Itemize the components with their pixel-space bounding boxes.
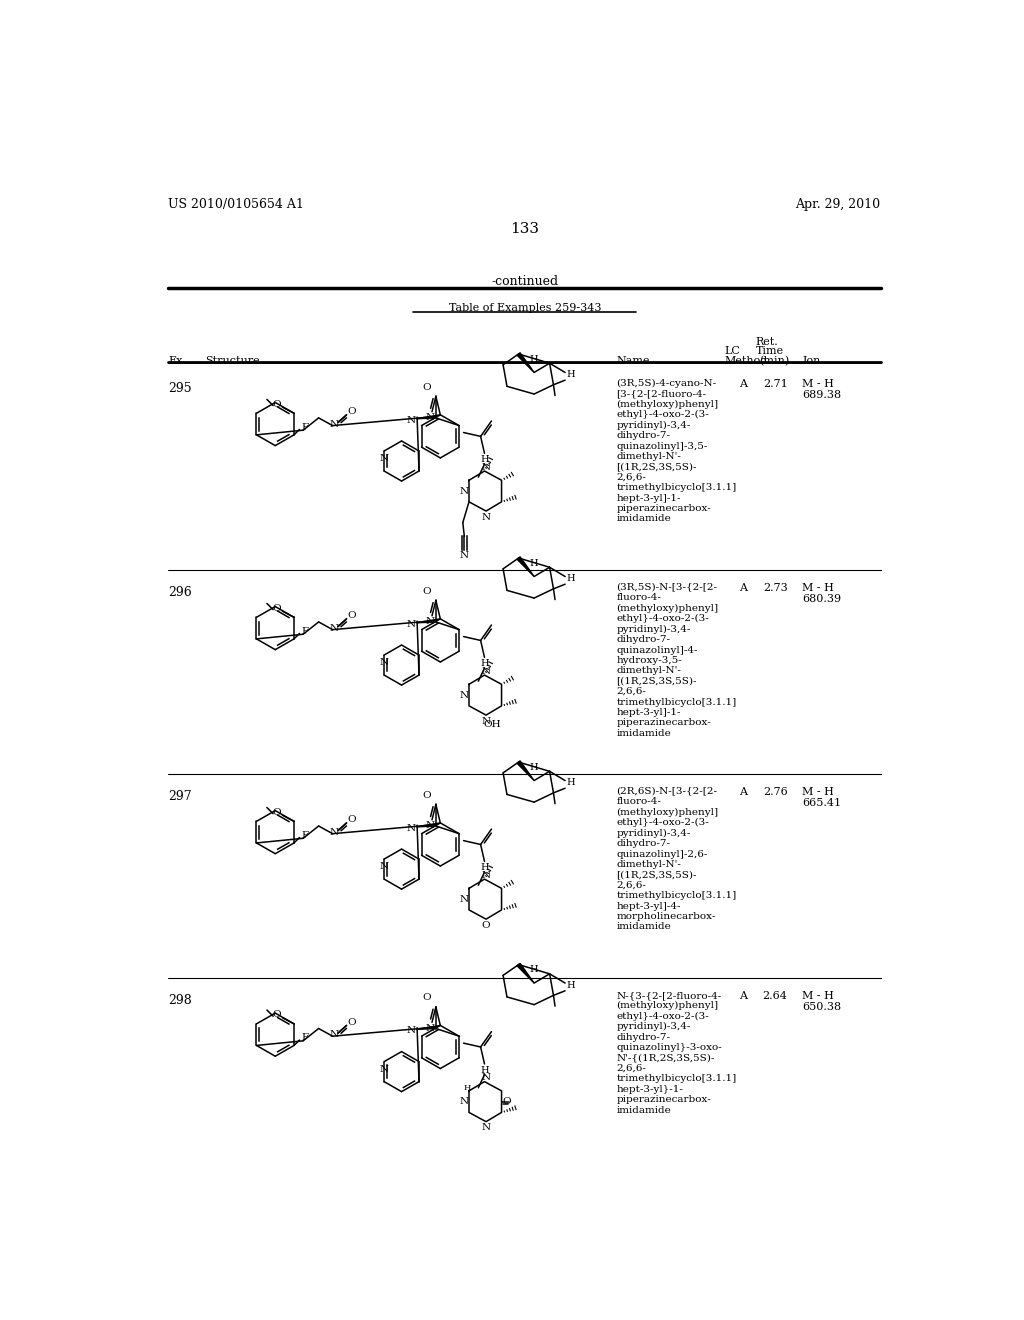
Text: 2.73: 2.73 — [763, 582, 787, 593]
Text: O: O — [272, 1010, 282, 1019]
Text: Name: Name — [616, 356, 650, 366]
Text: (min): (min) — [760, 356, 790, 367]
Text: O: O — [272, 603, 282, 612]
Text: N: N — [481, 463, 490, 471]
Text: H: H — [480, 455, 488, 463]
Text: N: N — [481, 512, 490, 521]
Text: Table of Examples 259-343: Table of Examples 259-343 — [449, 304, 601, 313]
Text: O: O — [347, 816, 355, 824]
Text: F: F — [301, 1034, 308, 1043]
Text: H: H — [566, 371, 574, 379]
Text: O: O — [422, 993, 431, 1002]
Text: O: O — [272, 808, 282, 817]
Text: A: A — [738, 787, 746, 797]
Polygon shape — [517, 964, 535, 983]
Text: N: N — [460, 487, 469, 495]
Text: Method: Method — [724, 356, 767, 366]
Text: N: N — [330, 1030, 339, 1039]
Text: H: H — [529, 763, 539, 772]
Text: OH: OH — [483, 719, 501, 729]
Text: Time: Time — [756, 346, 784, 356]
Text: N: N — [380, 659, 389, 667]
Text: H: H — [480, 1065, 488, 1074]
Text: 295: 295 — [168, 381, 191, 395]
Text: 298: 298 — [168, 994, 193, 1007]
Text: F: F — [301, 422, 308, 432]
Text: US 2010/0105654 A1: US 2010/0105654 A1 — [168, 198, 304, 211]
Text: M - H
665.41: M - H 665.41 — [802, 787, 842, 808]
Text: F: F — [301, 830, 308, 840]
Text: 2.76: 2.76 — [763, 787, 787, 797]
Text: N: N — [481, 667, 490, 676]
Text: N: N — [425, 1024, 434, 1034]
Text: N: N — [380, 454, 389, 463]
Text: A: A — [738, 379, 746, 388]
Text: 297: 297 — [168, 789, 191, 803]
Text: N: N — [425, 413, 434, 422]
Text: N: N — [481, 871, 490, 879]
Text: A: A — [738, 991, 746, 1001]
Text: O: O — [481, 921, 490, 929]
Text: N: N — [407, 416, 416, 425]
Text: H: H — [566, 574, 574, 583]
Polygon shape — [517, 557, 535, 577]
Text: N: N — [425, 618, 434, 627]
Text: N: N — [481, 1073, 490, 1082]
Text: H: H — [529, 965, 539, 974]
Text: O: O — [272, 400, 282, 408]
Text: Ret.: Ret. — [756, 337, 778, 347]
Text: M - H
680.39: M - H 680.39 — [802, 582, 842, 605]
Text: N: N — [380, 1065, 389, 1073]
Text: N: N — [460, 895, 469, 904]
Text: N: N — [330, 623, 339, 632]
Polygon shape — [517, 760, 535, 780]
Text: (3R,5S)-N-[3-{2-[2-
fluoro-4-
(methyloxy)phenyl]
ethyl}-4-oxo-2-(3-
pyridinyl)-3: (3R,5S)-N-[3-{2-[2- fluoro-4- (methyloxy… — [616, 582, 736, 738]
Text: N: N — [425, 821, 434, 830]
Text: Ex.: Ex. — [168, 356, 186, 366]
Text: 2.64: 2.64 — [763, 991, 787, 1001]
Text: N-{3-{2-[2-fluoro-4-
(methyloxy)phenyl]
ethyl}-4-oxo-2-(3-
pyridinyl)-3,4-
dihyd: N-{3-{2-[2-fluoro-4- (methyloxy)phenyl] … — [616, 991, 736, 1114]
Text: N: N — [481, 1123, 490, 1133]
Text: -continued: -continued — [492, 276, 558, 289]
Text: 2.71: 2.71 — [763, 379, 787, 388]
Text: F: F — [301, 627, 308, 636]
Text: N: N — [460, 1097, 469, 1106]
Text: M - H
689.38: M - H 689.38 — [802, 379, 842, 400]
Text: O: O — [502, 1097, 511, 1106]
Text: N: N — [330, 420, 339, 429]
Polygon shape — [517, 352, 535, 372]
Text: (3R,5S)-4-cyano-N-
[3-{2-[2-fluoro-4-
(methyloxy)phenyl]
ethyl}-4-oxo-2-(3-
pyri: (3R,5S)-4-cyano-N- [3-{2-[2-fluoro-4- (m… — [616, 379, 736, 524]
Text: H: H — [464, 1084, 471, 1092]
Text: O: O — [422, 586, 431, 595]
Text: 296: 296 — [168, 586, 193, 599]
Text: H: H — [480, 659, 488, 668]
Text: N: N — [460, 552, 469, 560]
Text: O: O — [347, 611, 355, 620]
Text: N: N — [407, 620, 416, 628]
Text: (2R,6S)-N-[3-{2-[2-
fluoro-4-
(methyloxy)phenyl]
ethyl}-4-oxo-2-(3-
pyridinyl)-3: (2R,6S)-N-[3-{2-[2- fluoro-4- (methyloxy… — [616, 787, 736, 932]
Text: N: N — [330, 828, 339, 837]
Text: O: O — [347, 408, 355, 416]
Text: N: N — [407, 824, 416, 833]
Text: H: H — [480, 863, 488, 873]
Text: H: H — [529, 355, 539, 364]
Text: N: N — [460, 690, 469, 700]
Text: O: O — [422, 383, 431, 392]
Text: Structure: Structure — [206, 356, 260, 366]
Text: H: H — [566, 981, 574, 990]
Text: A: A — [738, 582, 746, 593]
Text: N: N — [481, 717, 490, 726]
Text: LC: LC — [724, 346, 740, 356]
Text: H: H — [529, 558, 539, 568]
Text: O: O — [347, 1018, 355, 1027]
Text: M - H
650.38: M - H 650.38 — [802, 991, 842, 1012]
Text: N: N — [380, 862, 389, 871]
Text: Ion: Ion — [802, 356, 820, 366]
Text: O: O — [422, 791, 431, 800]
Text: Apr. 29, 2010: Apr. 29, 2010 — [795, 198, 880, 211]
Text: H: H — [566, 779, 574, 787]
Text: 133: 133 — [510, 222, 540, 235]
Text: N: N — [407, 1027, 416, 1035]
